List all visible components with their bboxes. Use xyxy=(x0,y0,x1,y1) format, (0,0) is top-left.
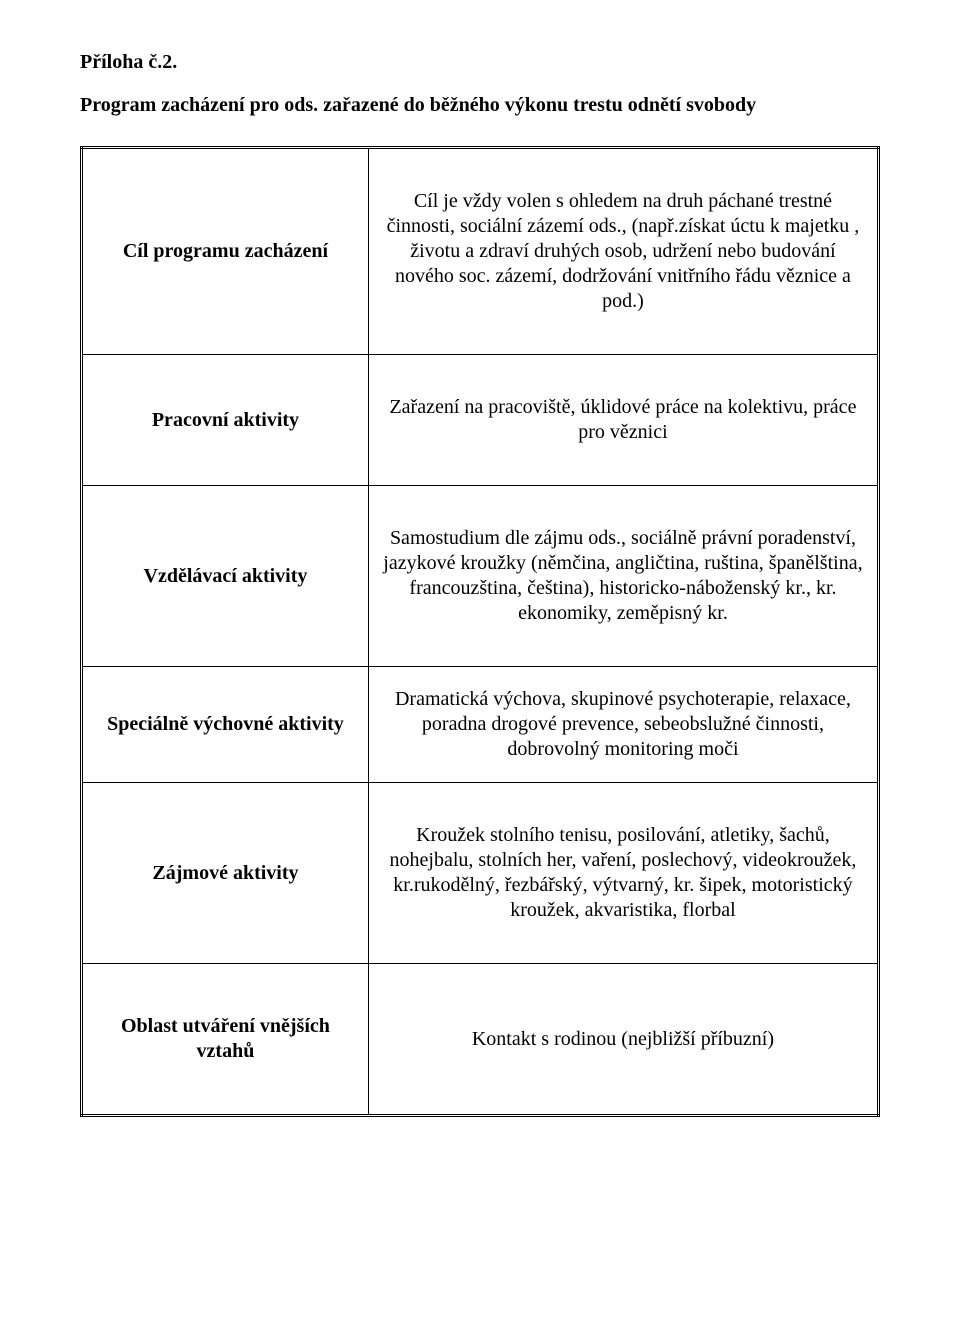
special-value: Dramatická výchova, skupinové psychotera… xyxy=(368,667,878,783)
table-row: Vzdělávací aktivity Samostudium dle zájm… xyxy=(82,486,879,667)
education-label: Vzdělávací aktivity xyxy=(82,486,369,667)
page-title: Program zacházení pro ods. zařazené do b… xyxy=(80,93,880,118)
relations-label: Oblast utváření vnějších vztahů xyxy=(82,964,369,1116)
relations-value: Kontakt s rodinou (nejbližší příbuzní) xyxy=(368,964,878,1116)
interest-value: Kroužek stolního tenisu, posilování, atl… xyxy=(368,783,878,964)
goal-value: Cíl je vždy volen s ohledem na druh pách… xyxy=(368,148,878,355)
work-label: Pracovní aktivity xyxy=(82,355,369,486)
table-row: Speciálně výchovné aktivity Dramatická v… xyxy=(82,667,879,783)
appendix-label: Příloha č.2. xyxy=(80,50,880,75)
table-row: Pracovní aktivity Zařazení na pracoviště… xyxy=(82,355,879,486)
table-row: Cíl programu zacházení Cíl je vždy volen… xyxy=(82,148,879,355)
table-row: Zájmové aktivity Kroužek stolního tenisu… xyxy=(82,783,879,964)
document-page: Příloha č.2. Program zacházení pro ods. … xyxy=(0,0,960,1319)
program-table: Cíl programu zacházení Cíl je vždy volen… xyxy=(80,146,880,1117)
goal-label: Cíl programu zacházení xyxy=(82,148,369,355)
interest-label: Zájmové aktivity xyxy=(82,783,369,964)
special-label: Speciálně výchovné aktivity xyxy=(82,667,369,783)
table-row: Oblast utváření vnějších vztahů Kontakt … xyxy=(82,964,879,1116)
education-value: Samostudium dle zájmu ods., sociálně prá… xyxy=(368,486,878,667)
work-value: Zařazení na pracoviště, úklidové práce n… xyxy=(368,355,878,486)
